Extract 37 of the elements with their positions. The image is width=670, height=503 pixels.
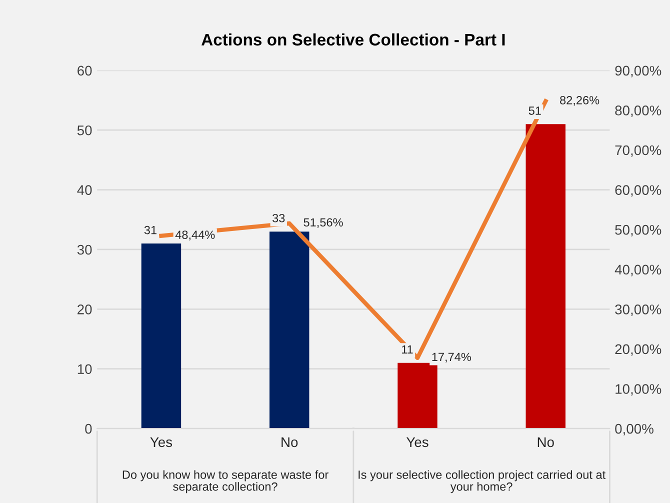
y-tick-label: 30 xyxy=(77,244,92,255)
y2-tick-label: 40,00% xyxy=(614,264,662,276)
x-tick-label: No xyxy=(538,437,554,448)
bar xyxy=(526,124,566,429)
bar xyxy=(141,244,182,429)
data-label: 48,44% xyxy=(175,230,215,240)
y2-tick-label: 0,00% xyxy=(615,424,654,436)
y2-tick-label: 30,00% xyxy=(615,304,662,316)
data-label: 17,74% xyxy=(432,352,472,363)
chart-title: Actions on Selective Collection - Part I xyxy=(202,33,505,46)
x-tick-label: No xyxy=(282,437,298,448)
bar xyxy=(398,362,438,429)
text: Is your selective collection project carried out at your home? xyxy=(358,470,606,494)
y2-tick-label: 90,00% xyxy=(615,66,662,78)
y2-tick-label: 50,00% xyxy=(615,224,662,236)
y-tick-label: 0 xyxy=(85,424,92,434)
y2-tick-label: 70,00% xyxy=(615,145,662,157)
y-tick-label: 60 xyxy=(78,66,92,76)
y2-tick-label: 60,00% xyxy=(615,185,662,197)
y2-tick-label: 10,00% xyxy=(616,384,662,396)
y-tick-label: 50 xyxy=(77,125,92,136)
x-tick-label: Yes xyxy=(150,437,172,448)
line-series xyxy=(159,99,548,360)
text: Do you know how to separate waste for separate collection? xyxy=(122,470,328,494)
data-label: 33 xyxy=(272,214,285,222)
y-tick-label: 10 xyxy=(78,364,92,374)
data-label: 51,56% xyxy=(304,218,343,228)
y2-tick-label: 20,00% xyxy=(615,344,662,356)
data-label: 51 xyxy=(528,106,541,115)
data-label: 11 xyxy=(402,345,413,354)
y2-tick-label: 80,00% xyxy=(615,106,662,118)
bar xyxy=(269,232,310,429)
data-label: 82,26% xyxy=(560,96,600,106)
y-tick-label: 20 xyxy=(78,304,92,314)
y-tick-label: 40 xyxy=(77,185,92,195)
x-tick-label: Yes xyxy=(406,437,428,448)
data-label: 31 xyxy=(144,226,156,234)
